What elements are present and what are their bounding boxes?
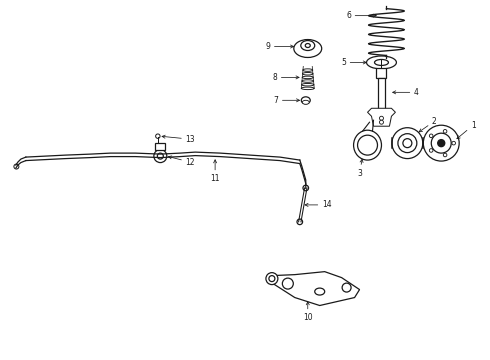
Polygon shape [270,272,360,306]
Ellipse shape [302,80,314,82]
Text: 13: 13 [162,135,195,144]
Ellipse shape [301,84,314,86]
Ellipse shape [303,69,313,71]
Circle shape [157,153,163,159]
Ellipse shape [294,40,322,58]
Ellipse shape [315,288,325,295]
Circle shape [297,219,303,225]
Circle shape [358,135,377,155]
Ellipse shape [301,97,310,104]
Ellipse shape [301,87,314,90]
Circle shape [443,153,447,157]
Text: 8: 8 [272,73,299,82]
Circle shape [379,116,384,120]
Circle shape [423,125,459,161]
Circle shape [14,164,19,169]
Circle shape [156,134,160,138]
Circle shape [266,273,278,285]
Circle shape [282,278,294,289]
Circle shape [154,150,167,163]
Bar [378,78,385,112]
Circle shape [398,134,417,153]
Text: 10: 10 [303,302,313,322]
Text: 7: 7 [273,96,299,105]
Ellipse shape [302,100,309,104]
Circle shape [429,134,433,138]
Text: 14: 14 [305,201,332,210]
Ellipse shape [374,59,389,66]
Circle shape [392,128,423,159]
Bar [376,68,387,78]
Ellipse shape [367,56,396,69]
Text: 5: 5 [341,58,367,67]
Circle shape [342,283,351,292]
Text: 6: 6 [346,11,376,20]
Bar [155,143,165,150]
Circle shape [379,120,384,124]
Text: 1: 1 [457,121,475,139]
Circle shape [303,185,309,191]
Circle shape [431,133,451,153]
Text: 3: 3 [357,159,363,177]
Circle shape [403,139,412,148]
Ellipse shape [301,41,315,50]
Text: 2: 2 [419,117,437,132]
Ellipse shape [305,44,310,48]
Text: 9: 9 [266,42,294,51]
Text: 12: 12 [169,156,195,167]
Ellipse shape [302,76,313,78]
Ellipse shape [354,130,382,160]
Ellipse shape [302,72,313,75]
Circle shape [443,130,447,133]
Circle shape [269,276,275,282]
Circle shape [452,141,456,145]
Polygon shape [368,108,395,126]
Text: 4: 4 [392,88,419,97]
Text: 11: 11 [210,160,220,183]
Circle shape [438,140,445,147]
Circle shape [429,149,433,152]
